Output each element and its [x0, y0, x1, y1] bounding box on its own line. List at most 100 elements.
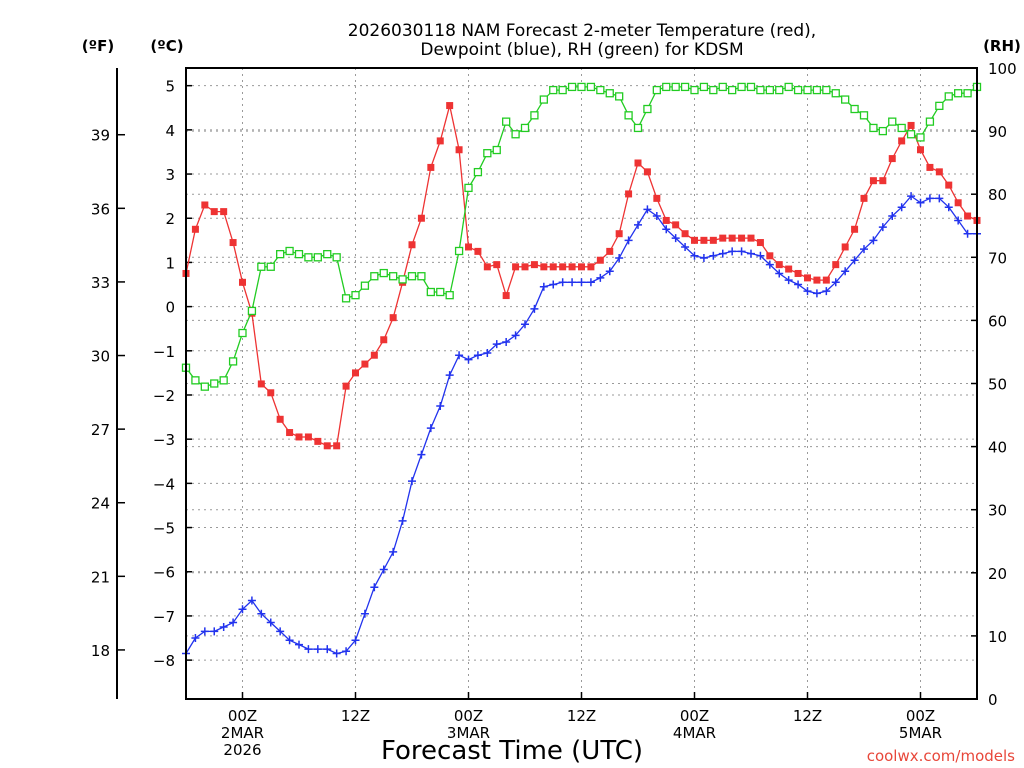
2-meter-temperature-point	[832, 261, 840, 269]
dewpoint-point	[445, 371, 454, 380]
dewpoint-point	[539, 282, 548, 291]
2-meter-temperature-point	[333, 442, 341, 450]
dewpoint-point	[549, 280, 558, 289]
2-meter-temperature-point	[898, 137, 906, 145]
2-meter-temperature-point	[813, 276, 821, 284]
dewpoint-point	[379, 565, 388, 574]
fahrenheit-axis-unit: (ºF)	[82, 37, 114, 55]
rh-point	[426, 287, 435, 297]
2-meter-temperature-point	[521, 263, 529, 271]
2-meter-temperature-point	[220, 208, 228, 216]
dewpoint-point	[426, 424, 435, 433]
dewpoint-point	[624, 236, 633, 245]
2-meter-temperature-point	[691, 236, 698, 244]
rh-point	[954, 89, 963, 98]
rh-point	[200, 382, 209, 391]
2-meter-temperature-point	[756, 239, 764, 247]
dewpoint-point	[408, 477, 416, 486]
dewpoint-point	[304, 645, 313, 654]
dewpoint-point	[332, 649, 341, 658]
2-meter-temperature-point	[747, 234, 755, 242]
rh-tick-label: 100	[988, 60, 1017, 78]
rh-point	[323, 249, 332, 259]
2-meter-temperature-point	[860, 194, 868, 202]
rh-point	[925, 117, 935, 126]
2-meter-temperature-point	[700, 236, 708, 244]
2-meter-temperature-point	[286, 429, 294, 437]
dewpoint-point	[860, 245, 868, 254]
2-meter-temperature-point	[738, 234, 746, 242]
celsius-tick-label: 4	[165, 122, 175, 140]
dewpoint-point	[577, 278, 586, 287]
rh-point	[841, 95, 850, 104]
rh-point	[436, 287, 445, 297]
rh-point	[633, 123, 643, 133]
time-tick-label: 00Z	[228, 707, 257, 725]
rh-series	[181, 82, 982, 391]
rh-point	[709, 85, 718, 95]
dewpoint-point	[878, 223, 887, 232]
dewpoint-point	[200, 627, 209, 636]
fahrenheit-tick-label: 27	[91, 421, 110, 439]
2-meter-temperature-point	[417, 214, 425, 222]
dewpoint-point	[662, 225, 671, 234]
time-tick-label: 00Z	[454, 707, 483, 725]
dewpoint-point	[775, 269, 784, 278]
rh-point	[793, 85, 803, 95]
rh-point	[822, 85, 831, 95]
2-meter-temperature-point	[427, 163, 435, 171]
2-meter-temperature-point	[945, 181, 953, 189]
dewpoint-point	[954, 216, 963, 225]
rh-point	[219, 376, 228, 385]
2-meter-temperature-point	[625, 190, 633, 198]
dewpoint-point	[944, 203, 953, 212]
2-meter-temperature-point	[681, 230, 689, 238]
rh-point	[492, 145, 501, 155]
dewpoint-point	[841, 267, 850, 276]
2-meter-temperature-point	[257, 380, 265, 388]
2-meter-temperature-point	[512, 263, 520, 271]
2-meter-temperature-point	[709, 236, 717, 244]
dewpoint-point	[596, 273, 605, 282]
2-meter-temperature-point	[474, 247, 482, 255]
chart-title: 2026030118 NAM Forecast 2-meter Temperat…	[348, 21, 816, 41]
dewpoint-point	[907, 192, 916, 201]
2-meter-temperature-point	[766, 252, 774, 260]
fahrenheit-tick-label: 36	[91, 200, 110, 218]
2-meter-temperature-point	[446, 102, 454, 110]
celsius-tick-label: −8	[153, 652, 175, 670]
dewpoint-point	[511, 331, 520, 340]
2-meter-temperature-point	[493, 261, 501, 269]
rh-point	[407, 272, 417, 281]
2-meter-temperature-point	[191, 225, 199, 233]
rh-point	[586, 82, 596, 92]
celsius-axis-unit: (ºC)	[150, 37, 183, 55]
rh-tick-label: 70	[988, 249, 1007, 267]
2-meter-temperature-point	[662, 216, 670, 224]
rh-tick-label: 40	[988, 439, 1007, 457]
rh-point	[728, 85, 737, 95]
celsius-tick-label: −3	[153, 431, 175, 449]
2-meter-temperature-point	[587, 263, 595, 271]
2-meter-temperature-series	[182, 102, 981, 450]
dewpoint-point	[502, 337, 511, 346]
dewpoint-point	[285, 636, 294, 645]
rh-point	[888, 117, 897, 126]
rh-point	[803, 85, 812, 95]
celsius-tick-label: −6	[153, 564, 175, 582]
dewpoint-point	[652, 212, 661, 221]
rh-point	[662, 82, 671, 92]
dewpoint-point	[191, 634, 200, 643]
rh-point	[935, 101, 944, 111]
dewpoint-point	[888, 212, 897, 221]
rh-point	[370, 272, 379, 281]
2-meter-temperature-point	[851, 225, 859, 233]
rh-point	[389, 272, 398, 281]
rh-point	[210, 379, 219, 388]
rh-point	[285, 246, 294, 256]
rh-point	[341, 294, 351, 303]
rh-point	[304, 253, 313, 262]
dewpoint-point	[257, 609, 266, 618]
rh-point	[944, 92, 953, 101]
2-meter-temperature-point	[653, 194, 661, 202]
